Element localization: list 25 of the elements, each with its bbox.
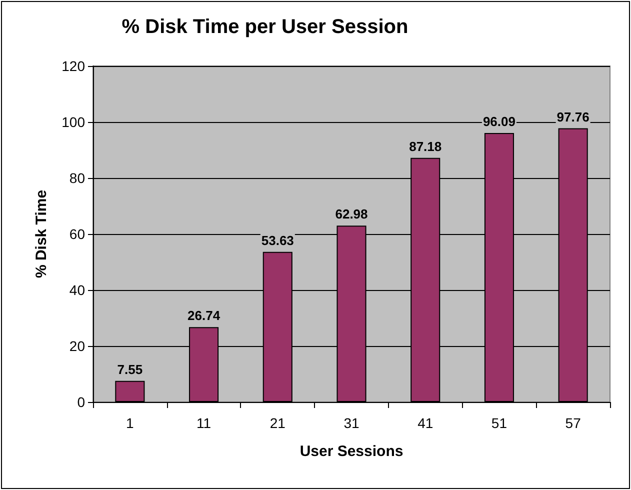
x-tick-label: 57	[565, 415, 582, 431]
y-tick-label: 20	[69, 338, 86, 354]
y-tick-label: 80	[69, 170, 86, 186]
x-tick-label: 1	[126, 415, 134, 431]
x-tick-label: 21	[270, 415, 286, 431]
x-tick-label: 31	[344, 415, 360, 431]
x-tick-label: 51	[491, 415, 508, 431]
data-label: 96.09	[482, 114, 516, 129]
data-label: 26.74	[188, 308, 221, 324]
x-tick-label: 41	[418, 415, 434, 431]
y-tick-label: 100	[62, 114, 86, 130]
data-label: 97.76	[556, 109, 590, 124]
x-tick-label: 11	[196, 415, 212, 431]
bar	[115, 380, 145, 402]
y-axis-title: % Disk Time	[33, 190, 50, 278]
y-tick-label: 40	[69, 282, 86, 298]
y-tick-label: 120	[62, 58, 86, 74]
data-label: 62.98	[335, 206, 368, 222]
data-label: 53.63	[261, 232, 294, 248]
data-label: 7.55	[117, 362, 143, 377]
x-axis-title: User Sessions	[300, 443, 404, 460]
data-label: 87.18	[409, 138, 442, 154]
y-tick-label: 0	[77, 394, 86, 410]
y-tick-label: 60	[69, 226, 86, 242]
chart-title: % Disk Time per User Session	[122, 16, 408, 38]
